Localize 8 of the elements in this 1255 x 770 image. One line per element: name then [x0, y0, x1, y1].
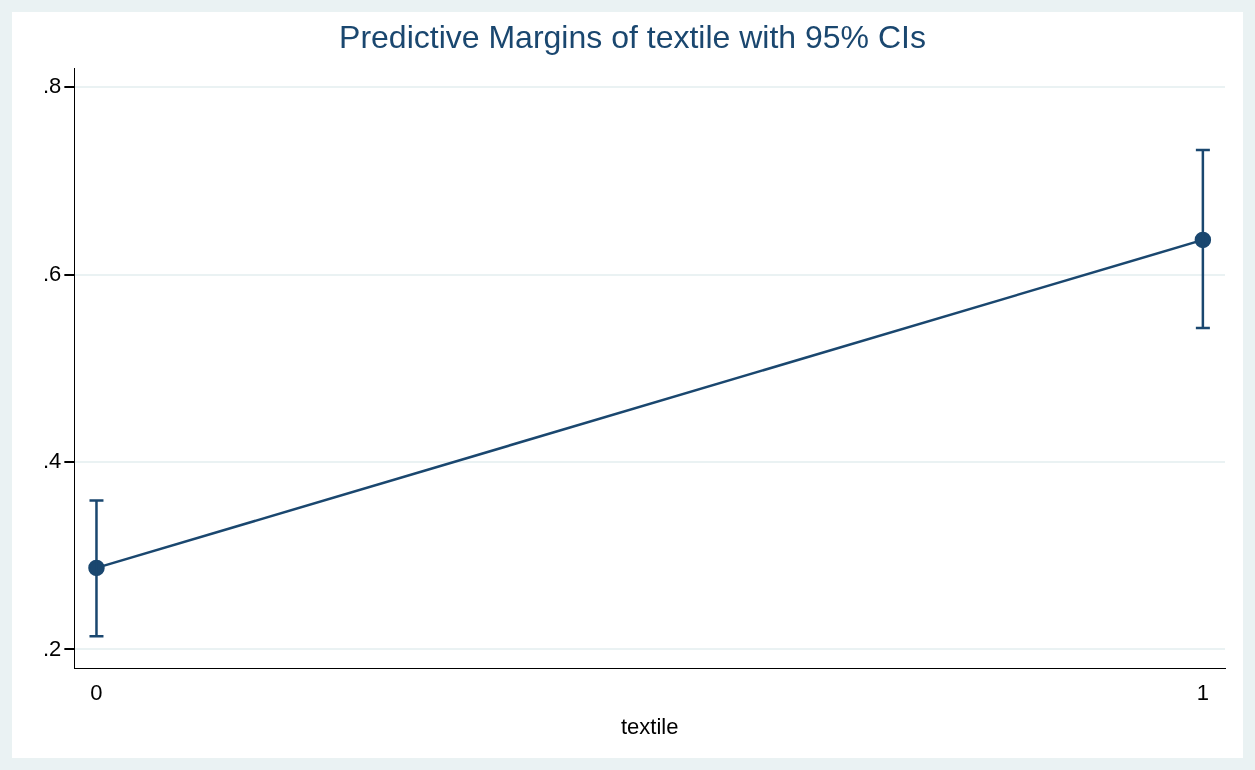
y-tick-label: .8: [42, 73, 62, 99]
y-tick-label: .2: [42, 635, 62, 661]
chart-title: Predictive Margins of textile with 95% CIs: [339, 19, 926, 56]
x-tick-label: 1: [1196, 680, 1209, 706]
y-tick-label: .4: [42, 448, 62, 474]
x-tick-label: 0: [90, 680, 103, 706]
y-tick-label: .6: [42, 260, 62, 286]
x-axis-title: textile: [620, 713, 679, 739]
